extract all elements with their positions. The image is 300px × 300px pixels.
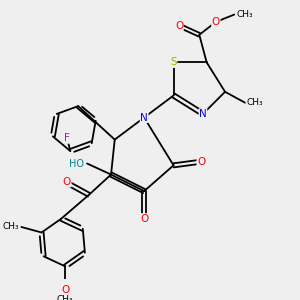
Text: O: O — [197, 157, 205, 167]
Text: N: N — [199, 109, 207, 119]
Text: CH₃: CH₃ — [3, 223, 20, 232]
Text: O: O — [212, 17, 220, 27]
Text: CH₃: CH₃ — [57, 295, 74, 300]
Text: O: O — [140, 214, 148, 224]
Text: S: S — [170, 57, 177, 68]
Text: CH₃: CH₃ — [236, 10, 253, 19]
Text: O: O — [61, 285, 69, 295]
Text: HO: HO — [69, 158, 84, 169]
Text: O: O — [63, 177, 71, 187]
Text: F: F — [64, 133, 70, 143]
Text: N: N — [140, 112, 148, 122]
Text: O: O — [175, 21, 183, 31]
Text: CH₃: CH₃ — [246, 98, 262, 107]
